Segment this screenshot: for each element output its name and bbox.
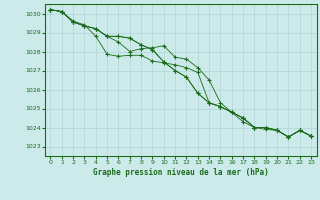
X-axis label: Graphe pression niveau de la mer (hPa): Graphe pression niveau de la mer (hPa): [93, 168, 269, 177]
